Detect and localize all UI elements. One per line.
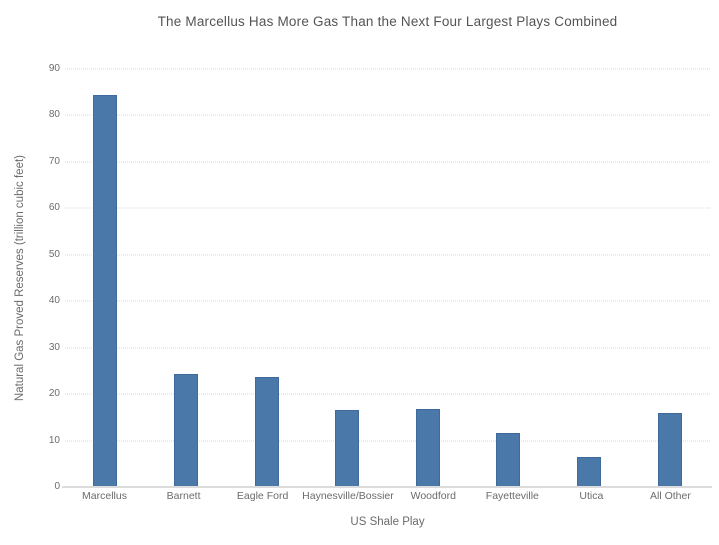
bar-slot xyxy=(65,69,146,487)
x-category-label: Haynesville/Bossier xyxy=(302,490,394,502)
bar-slot xyxy=(468,69,549,487)
x-category-label: Marcellus xyxy=(82,490,127,502)
x-category-label: Fayetteville xyxy=(485,490,539,502)
y-tick-label: 60 xyxy=(48,202,60,214)
y-tick-label: 20 xyxy=(48,388,60,400)
x-category-label: Barnett xyxy=(166,490,201,502)
y-tick-label: 10 xyxy=(48,434,60,446)
chart-title: The Marcellus Has More Gas Than the Next… xyxy=(157,14,618,29)
bar-slot xyxy=(549,69,630,487)
x-axis-labels: Marcellus Barnett Eagle Ford Haynesville/Bo… xyxy=(65,491,710,502)
y-gridline xyxy=(65,440,710,442)
x-category-label: Utica xyxy=(579,490,604,502)
y-gridline xyxy=(65,207,710,209)
bar-slot xyxy=(226,69,307,487)
y-tick-label: 50 xyxy=(48,248,60,260)
y-gridline xyxy=(65,347,710,349)
bar-slot xyxy=(307,69,388,487)
y-gridline xyxy=(65,300,710,302)
bar xyxy=(254,376,279,487)
bar xyxy=(496,432,521,487)
bar-slot xyxy=(629,69,710,487)
x-category-label: All Other xyxy=(650,490,691,502)
y-tick-label: 80 xyxy=(48,109,60,121)
y-gridline xyxy=(65,393,710,395)
y-tick-label: 0 xyxy=(54,481,60,492)
y-tick-label: 30 xyxy=(48,341,60,353)
bar-slot xyxy=(388,69,469,487)
y-tick-label: 70 xyxy=(48,155,60,167)
plot-area xyxy=(62,68,712,488)
x-category-label: Woodford xyxy=(410,490,456,502)
bar xyxy=(577,457,602,487)
bar xyxy=(173,373,198,487)
x-category-label: Eagle Ford xyxy=(236,490,289,502)
bars xyxy=(65,69,710,487)
bar-slot xyxy=(146,69,227,487)
bar xyxy=(657,413,682,487)
y-gridline xyxy=(65,161,710,163)
y-gridline xyxy=(65,68,710,70)
x-axis-baseline xyxy=(62,486,712,488)
y-gridline xyxy=(65,114,710,116)
x-axis-title: US Shale Play xyxy=(350,516,425,528)
bar xyxy=(93,94,118,487)
y-gridline xyxy=(65,254,710,256)
y-tick-label: 40 xyxy=(48,295,60,307)
y-tick-label: 90 xyxy=(48,63,60,74)
bar xyxy=(335,409,360,487)
y-axis-ticks: 0 10 20 30 40 50 60 70 80 90 xyxy=(0,64,60,492)
bar xyxy=(415,409,440,487)
